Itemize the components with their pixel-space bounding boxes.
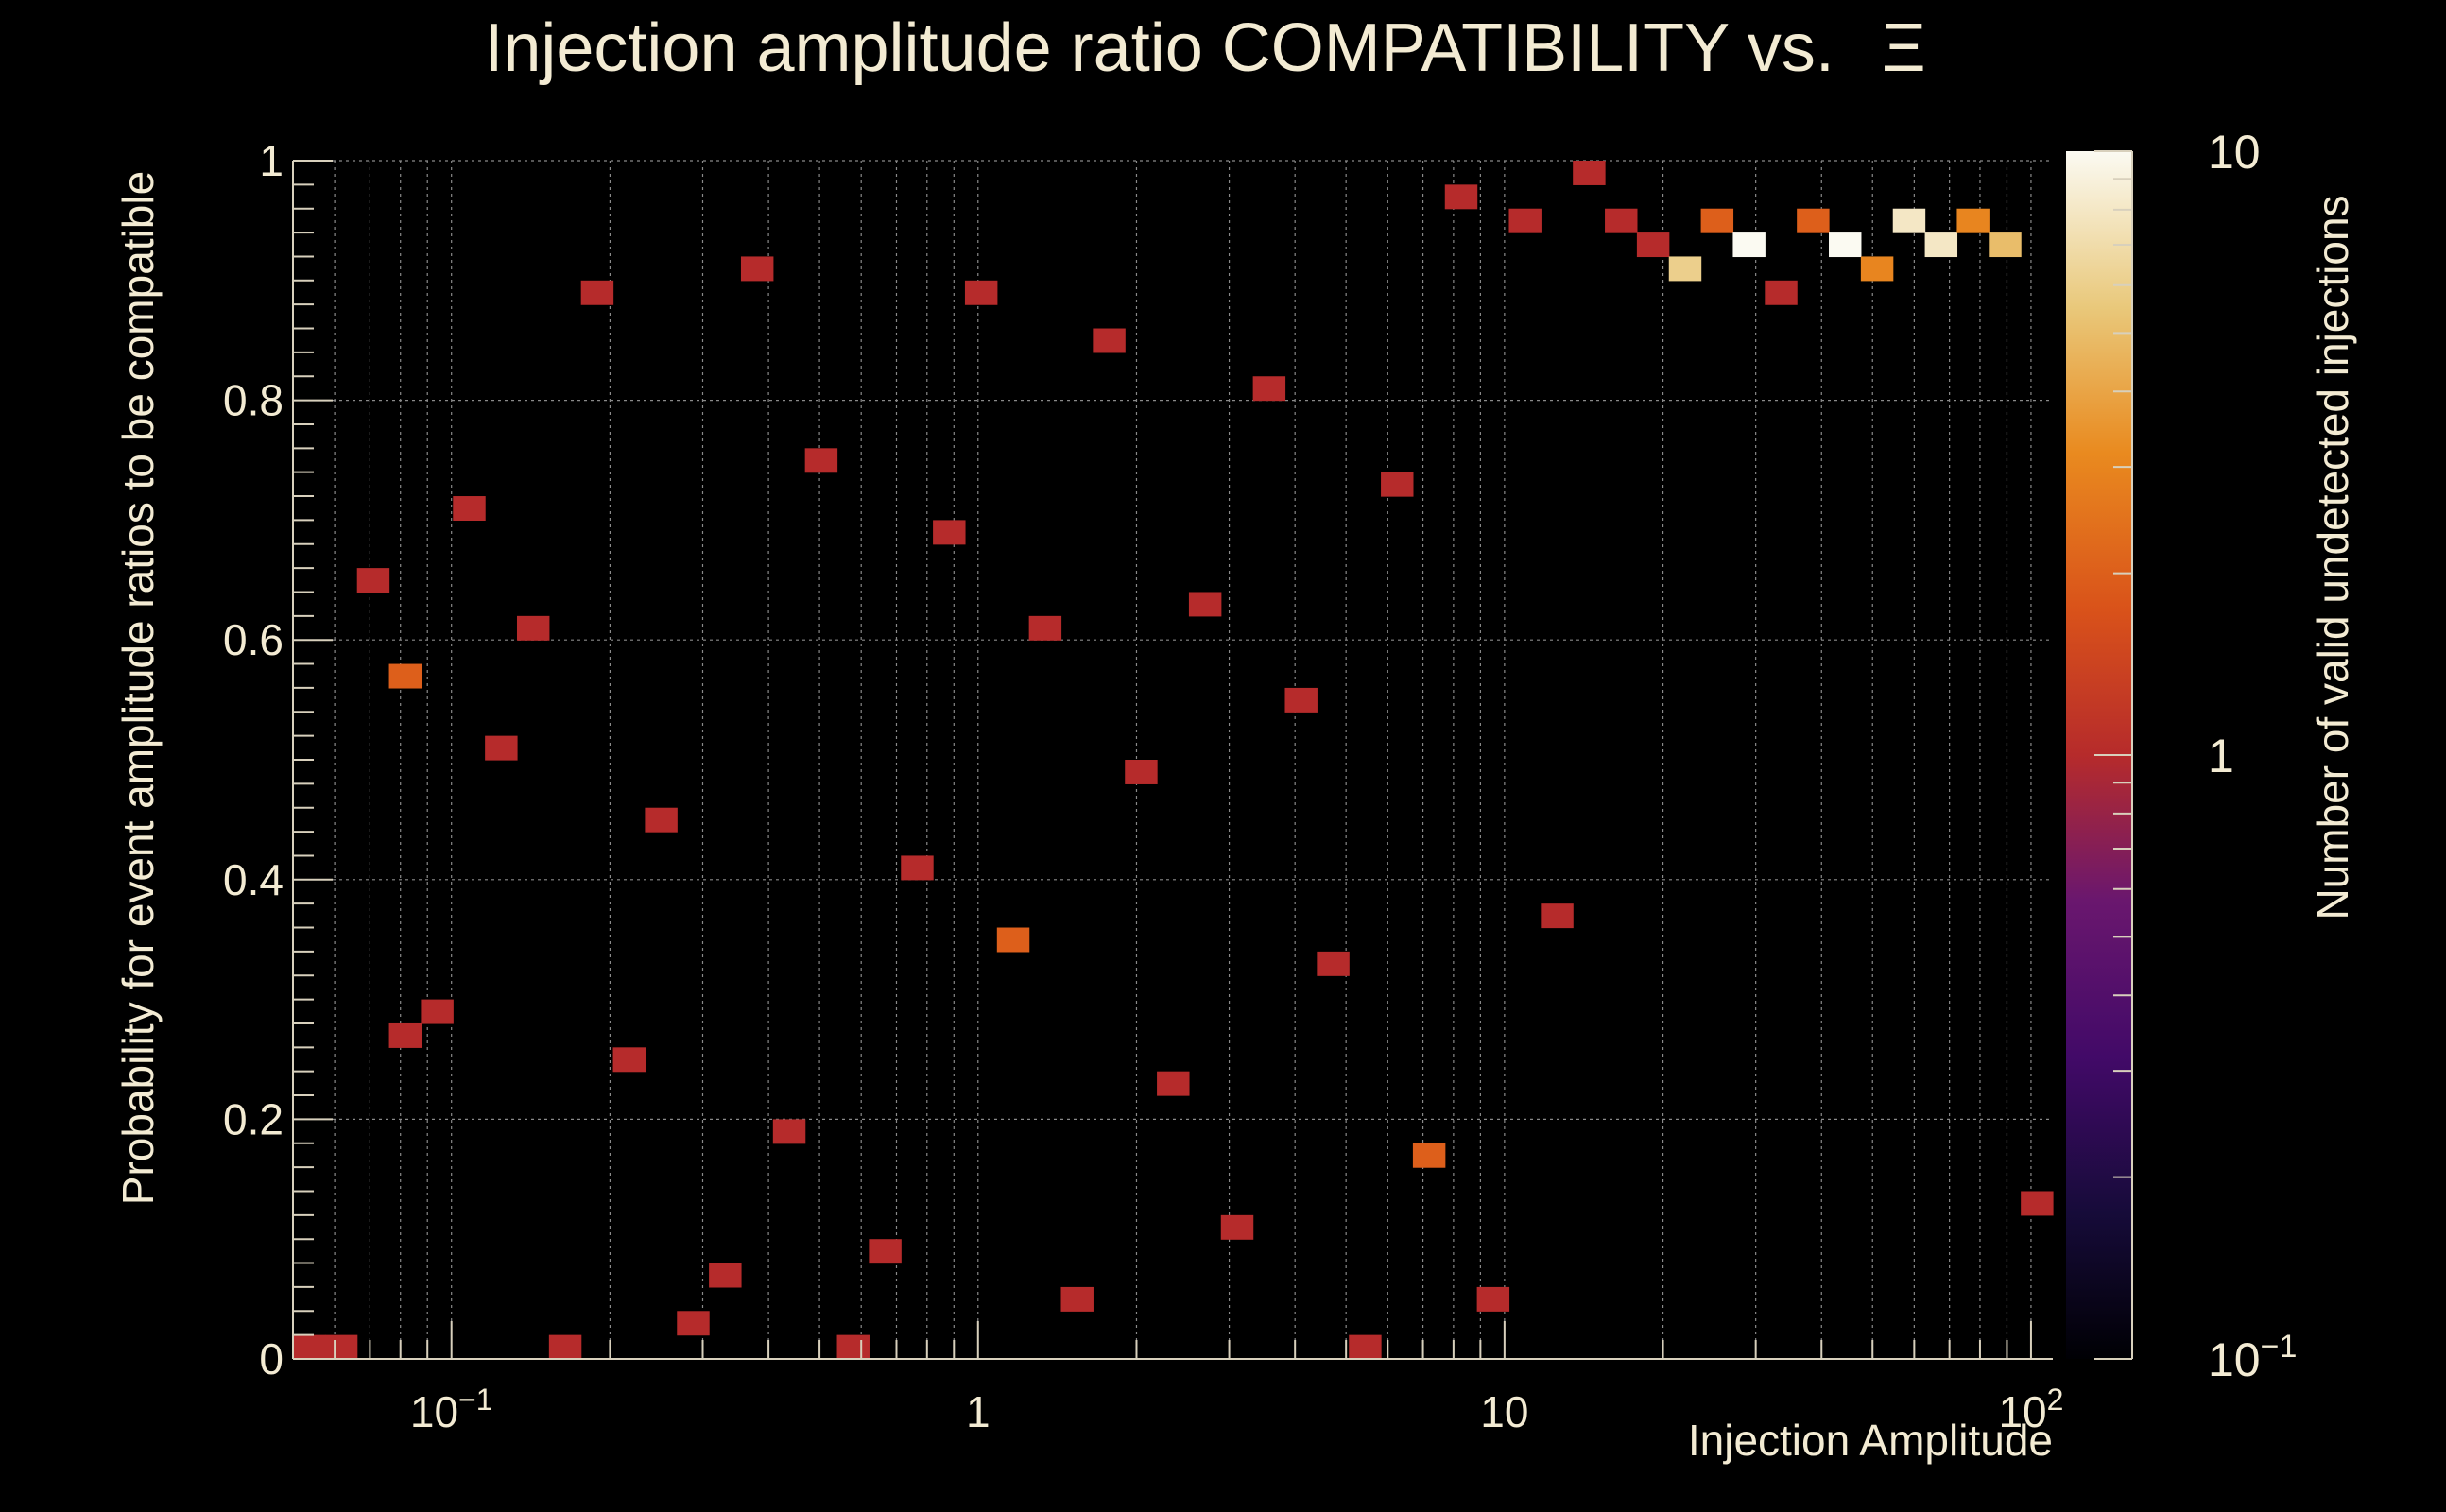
heatmap-cell: [1700, 208, 1734, 233]
heatmap-cell: [580, 280, 614, 305]
heatmap-cell: [324, 1334, 358, 1360]
x-axis-ticks: 10−1 1 10 102: [292, 1321, 2063, 1436]
y-tick-label: 1: [259, 136, 284, 185]
x-tick-label: 102: [1998, 1383, 2063, 1436]
heatmap-cell: [1125, 760, 1158, 784]
colorbar-tick-label: 10: [2208, 126, 2261, 179]
x-tick-label: 1: [966, 1387, 990, 1436]
heatmap-cell: [1860, 256, 1894, 282]
heatmap-cell: [1829, 232, 1862, 258]
x-tick-label: 10: [1480, 1387, 1528, 1436]
colorbar-label: Number of valid undetected injections: [2308, 195, 2357, 919]
heatmap-cell: [996, 927, 1030, 953]
heatmap-cell: [1444, 184, 1478, 210]
y-axis-label: Probability for event amplitude ratios t…: [113, 171, 163, 1205]
heatmap-cell: [1412, 1143, 1446, 1168]
heatmap-cell: [1797, 208, 1830, 233]
heatmap-cell: [804, 448, 838, 473]
y-tick-label: 0.8: [223, 376, 284, 425]
y-axis-ticks: 0 0.2 0.4 0.6 0.8 1: [223, 136, 333, 1383]
heatmap-cell: [869, 1239, 902, 1264]
heatmap-cell: [1476, 1286, 1510, 1312]
heatmap-cell: [1956, 208, 1990, 233]
x-tick-label: 10−1: [410, 1383, 493, 1436]
heatmap-cell: [1252, 376, 1286, 402]
colorbar-tick-label: 1: [2208, 730, 2234, 782]
colorbar-tick-label: 10−1: [2208, 1329, 2297, 1386]
plot-background: [293, 161, 2053, 1359]
heatmap-cell: [1892, 208, 1926, 233]
y-tick-label: 0: [259, 1334, 284, 1383]
heatmap-cell: [388, 1022, 422, 1048]
colorbar: 10 1 10−1: [2066, 126, 2297, 1386]
plot-area: [292, 160, 2054, 1360]
heatmap-cell: [645, 807, 678, 833]
heatmap-cell: [1541, 903, 1574, 929]
heatmap-cell: [1508, 208, 1542, 233]
y-tick-label: 0.2: [223, 1094, 284, 1143]
heatmap-cell: [453, 496, 486, 521]
heatmap-cell: [612, 1047, 646, 1073]
heatmap-cell: [1732, 232, 1766, 258]
heatmap-cell: [1765, 280, 1798, 305]
heatmap-cell: [1028, 615, 1062, 641]
chart-title-symbol: Ξ: [1882, 10, 1926, 86]
heatmap-cell: [1220, 1214, 1254, 1240]
heatmap-cell: [740, 256, 774, 282]
heatmap-cell: [388, 663, 422, 689]
heatmap-cell: [1284, 687, 1318, 713]
heatmap-cell: [1924, 232, 1958, 258]
heatmap-cell: [1060, 1286, 1094, 1312]
heatmap-cell: [1093, 328, 1126, 353]
heatmap-cell: [516, 615, 550, 641]
heatmap-cell: [1989, 232, 2022, 258]
heatmap-cell: [1636, 232, 1670, 258]
heatmap-cell: [1668, 256, 1702, 282]
heatmap-cell: [485, 735, 518, 761]
heatmap-cell: [1573, 161, 1606, 185]
heatmap-cell: [1317, 951, 1350, 976]
heatmap-cell: [293, 1334, 326, 1360]
heatmap-cell: [421, 999, 454, 1024]
y-tick-label: 0.6: [223, 615, 284, 664]
x-axis-label: Injection Amplitude: [1688, 1416, 2053, 1465]
heatmap-cell: [356, 568, 390, 593]
chart-title-text: Injection amplitude ratio COMPATIBILITY …: [484, 10, 1834, 86]
heatmap-cell: [709, 1263, 742, 1288]
y-tick-label: 0.4: [223, 855, 284, 904]
heatmap-cell: [548, 1334, 582, 1360]
heatmap-cell: [964, 280, 998, 305]
chart-title: Injection amplitude ratio COMPATIBILITY …: [484, 10, 1925, 86]
heatmap-cell: [1157, 1071, 1190, 1096]
heatmap-cell: [677, 1311, 710, 1336]
heatmap-cell: [933, 520, 966, 545]
heatmap-cell: [836, 1334, 870, 1360]
heatmap-cell: [1381, 472, 1414, 497]
heatmap-cell: [901, 855, 934, 881]
heatmap-cell: [2021, 1191, 2054, 1216]
heatmap-cell: [772, 1119, 806, 1144]
heatmap-cell: [1188, 592, 1222, 617]
heatmap-cell: [1349, 1334, 1382, 1360]
heatmap-cell: [1605, 208, 1638, 233]
